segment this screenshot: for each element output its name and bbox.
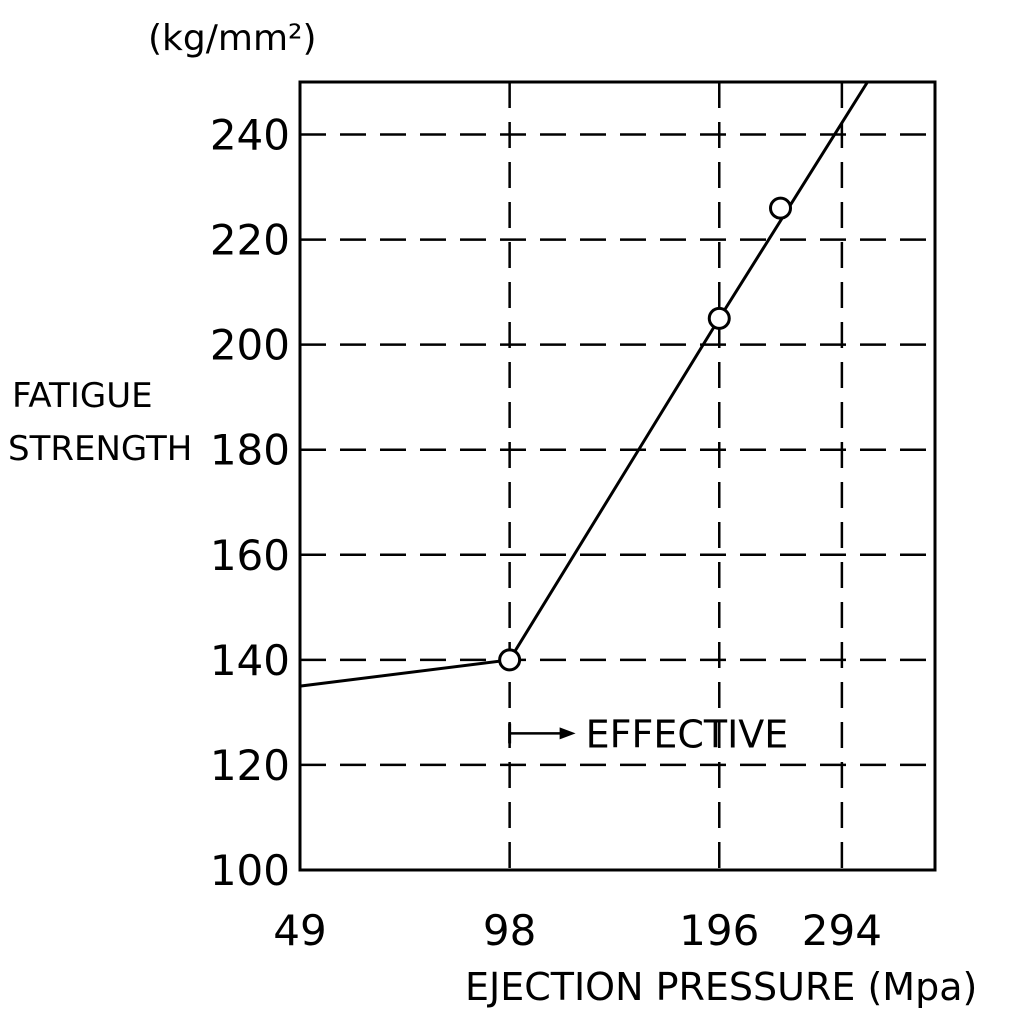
- x-tick-label-98: 98: [483, 906, 536, 955]
- effective-annotation: EFFECTIVE: [508, 712, 789, 756]
- data-point-98: [498, 648, 522, 672]
- y-tick-label-140: 140: [210, 636, 290, 685]
- y-tick-label-220: 220: [210, 216, 290, 265]
- y-tick-label-240: 240: [210, 111, 290, 160]
- x-axis-label: EJECTION PRESSURE (Mpa): [465, 965, 977, 1009]
- data-point-240: [769, 196, 793, 220]
- tick-labels: 100 120 140 160 180 200 220 240 49 98 196 294: [210, 111, 882, 955]
- y-tick-label-100: 100: [210, 846, 290, 895]
- annotation-arrow-head: [559, 727, 576, 740]
- y-unit-label: (kg/mm²): [148, 18, 317, 59]
- y-tick-label-200: 200: [210, 321, 290, 370]
- series-line-0: [299, 81, 869, 688]
- series-group: [299, 81, 869, 688]
- x-tick-label-196: 196: [679, 906, 759, 955]
- y-tick-label-180: 180: [210, 426, 290, 475]
- y-tick-label-160: 160: [210, 531, 290, 580]
- annotation-text: EFFECTIVE: [586, 712, 789, 756]
- x-tick-label-49: 49: [273, 906, 326, 955]
- y-axis-label-line2: STRENGTH: [8, 429, 192, 469]
- y-tick-label-120: 120: [210, 741, 290, 790]
- y-axis-label-line1: FATIGUE: [12, 376, 153, 416]
- plot-frame: [298, 80, 937, 872]
- x-tick-label-294: 294: [802, 906, 882, 955]
- data-point-196: [707, 306, 731, 330]
